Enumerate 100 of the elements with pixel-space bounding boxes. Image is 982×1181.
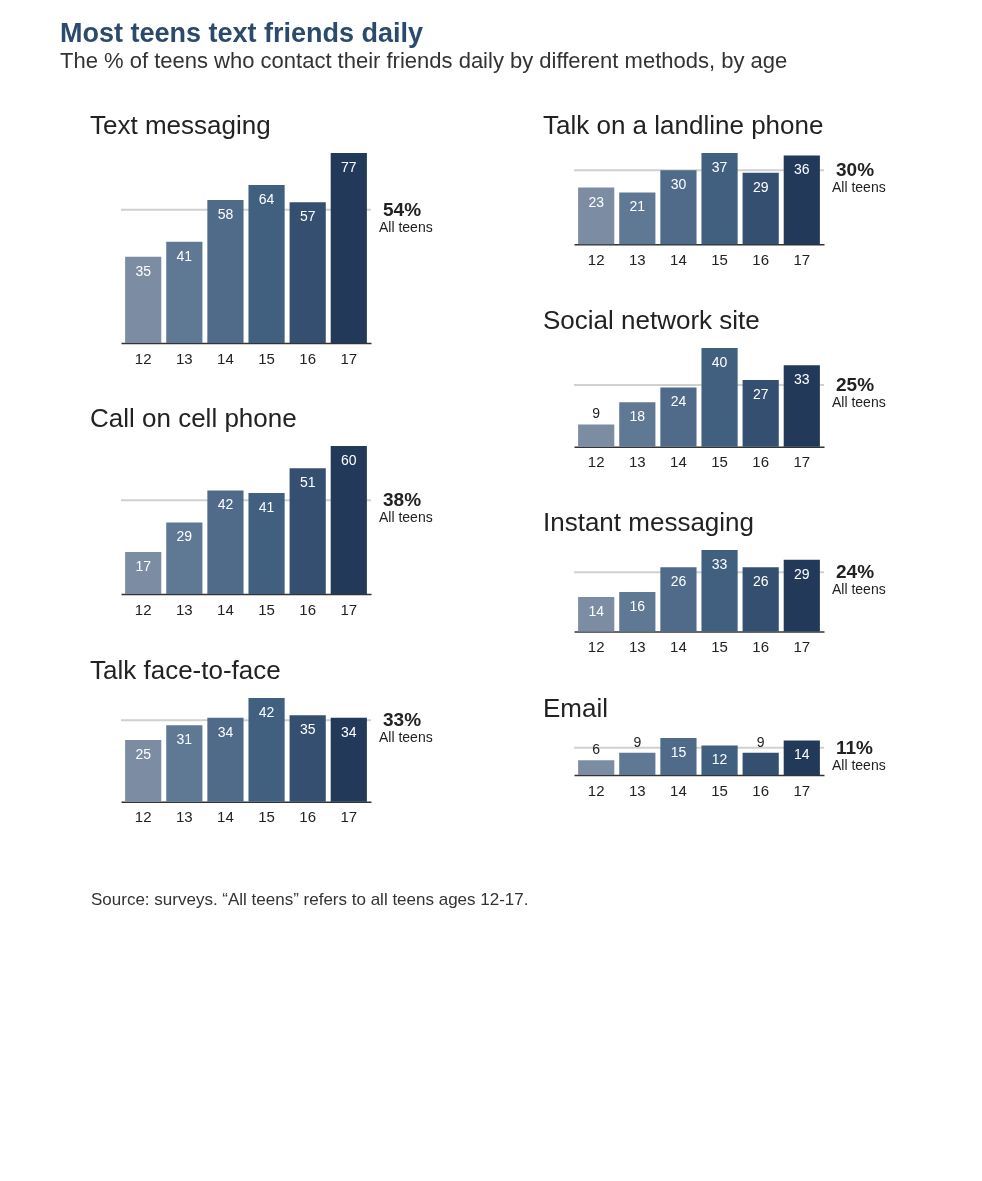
bar — [125, 739, 162, 802]
text: All teens — [832, 581, 886, 598]
data-label: 64 — [258, 191, 275, 208]
ref-line-label: 11% — [836, 736, 874, 758]
data-label: 41 — [258, 498, 275, 515]
x-tick-label: 13 — [628, 453, 646, 471]
x-tick-label: 13 — [628, 637, 646, 655]
bar — [660, 738, 697, 776]
ref-line-label: 54% — [383, 198, 422, 220]
data-label: 33 — [711, 556, 728, 572]
data-label: 23 — [588, 193, 605, 210]
data-label: 33 — [794, 371, 810, 388]
ref-line-label: 24% — [836, 561, 875, 583]
x-tick-label: 17 — [340, 808, 358, 826]
text: All teens — [832, 179, 886, 196]
bar — [701, 153, 738, 245]
x-tick-label: 15 — [711, 637, 728, 655]
data-label: 21 — [629, 198, 646, 215]
x-tick-label: 17 — [340, 600, 358, 618]
data-label: 57 — [299, 208, 316, 225]
x-tick-label: 16 — [299, 808, 317, 826]
x-tick-label: 15 — [711, 250, 728, 268]
bar — [660, 567, 697, 632]
x-tick-label: 12 — [587, 250, 605, 268]
data-label: 34 — [217, 723, 234, 740]
x-tick-label: 17 — [340, 349, 358, 367]
bar — [207, 490, 244, 595]
bar — [166, 241, 203, 343]
data-label: 60 — [341, 452, 357, 468]
x-tick-label: 12 — [134, 600, 152, 618]
data-label: 35 — [135, 262, 152, 279]
data-label: 35 — [299, 721, 316, 738]
x-tick-label: 12 — [134, 349, 152, 367]
data-label: 6 — [592, 741, 601, 758]
x-tick-label: 15 — [711, 453, 728, 471]
data-label: 29 — [176, 528, 193, 545]
bar — [619, 402, 656, 447]
chart-title: Talk face-to-face — [90, 655, 281, 685]
bar — [578, 424, 615, 447]
x-tick-label: 12 — [587, 781, 605, 799]
x-tick-label: 14 — [670, 781, 687, 799]
bar — [742, 752, 779, 776]
bar — [248, 492, 285, 595]
bar — [783, 559, 820, 632]
bar — [619, 591, 656, 632]
x-tick-label: 13 — [628, 781, 646, 799]
bar — [166, 725, 203, 802]
data-label: 26 — [670, 573, 687, 590]
data-label: 41 — [176, 247, 193, 264]
chart-title: Talk on a landline phone — [543, 110, 824, 140]
data-label: 40 — [711, 354, 728, 370]
chart-title: Social network site — [543, 305, 760, 335]
data-label: 58 — [217, 205, 234, 222]
data-label: 14 — [794, 746, 810, 763]
data-label: 29 — [794, 565, 810, 582]
x-tick-label: 15 — [258, 600, 275, 618]
chart-title: Call on cell phone — [90, 403, 297, 433]
bar — [330, 446, 367, 595]
data-label: 36 — [794, 161, 810, 178]
x-tick-label: 16 — [752, 781, 770, 799]
x-tick-label: 16 — [752, 453, 770, 471]
ref-line-label: 33% — [383, 709, 422, 731]
ref-line-label: 38% — [383, 489, 422, 511]
x-tick-label: 14 — [670, 250, 687, 268]
x-tick-label: 13 — [175, 600, 193, 618]
x-tick-label: 15 — [258, 808, 275, 826]
data-label: 9 — [633, 733, 642, 750]
data-label: 42 — [258, 704, 275, 720]
chart-title: Email — [543, 692, 609, 723]
bar — [166, 522, 203, 595]
bar — [783, 740, 820, 776]
bar — [248, 698, 285, 802]
bar — [660, 387, 697, 447]
bar — [742, 380, 779, 447]
data-label: 34 — [341, 723, 357, 740]
data-label: 18 — [629, 408, 646, 425]
data-label: 77 — [341, 159, 357, 175]
bar — [578, 760, 615, 776]
x-tick-label: 16 — [752, 250, 770, 268]
bar — [289, 715, 326, 802]
bar — [578, 187, 615, 245]
data-label: 29 — [752, 178, 769, 195]
bar — [742, 172, 779, 245]
bar — [289, 202, 326, 343]
bar — [289, 468, 326, 595]
bar — [701, 745, 738, 776]
bar — [619, 752, 656, 776]
x-tick-label: 12 — [587, 453, 605, 471]
text: Most teens text friends daily — [60, 18, 424, 48]
data-label: 27 — [752, 386, 769, 403]
data-label: 15 — [670, 744, 687, 760]
data-label: 31 — [176, 731, 193, 748]
text: All teens — [379, 729, 433, 746]
bar — [578, 596, 615, 632]
source-note: Source: surveys. “All teens” refers to all teens ages 12-17. — [91, 890, 529, 909]
x-tick-label: 17 — [793, 453, 811, 471]
x-tick-label: 13 — [628, 250, 646, 268]
ref-line-label: 25% — [836, 374, 875, 396]
data-label: 9 — [592, 405, 601, 422]
x-tick-label: 12 — [587, 637, 605, 655]
